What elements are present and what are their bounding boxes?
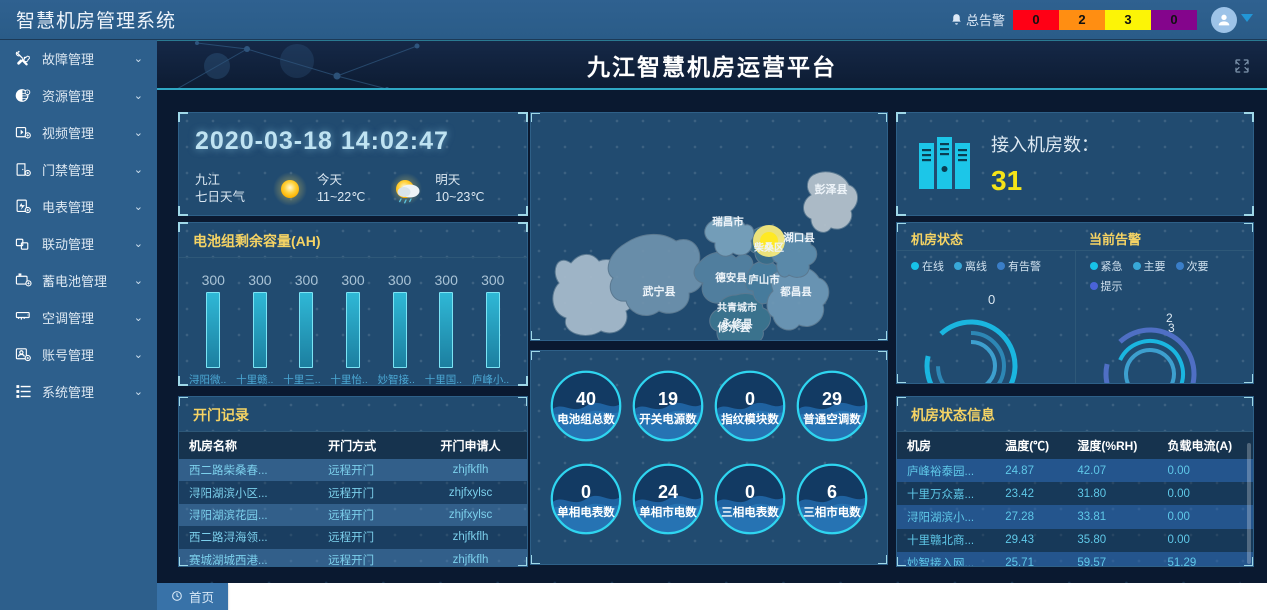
- svg-text:永修县: 永修县: [720, 317, 753, 330]
- svg-text:3: 3: [1168, 321, 1175, 335]
- svg-text:湖口县: 湖口县: [783, 231, 815, 244]
- svg-text:0: 0: [988, 292, 995, 307]
- svg-text:瑞昌市: 瑞昌市: [712, 215, 744, 228]
- svg-text:共青城市: 共青城市: [717, 301, 757, 314]
- svg-text:柴桑区: 柴桑区: [753, 241, 784, 254]
- svg-text:都昌县: 都昌县: [779, 285, 812, 298]
- svg-text:彭泽县: 彭泽县: [815, 182, 848, 196]
- svg-text:德安县: 德安县: [714, 271, 747, 284]
- svg-text:武宁县: 武宁县: [643, 284, 676, 298]
- svg-text:庐山市: 庐山市: [748, 273, 780, 286]
